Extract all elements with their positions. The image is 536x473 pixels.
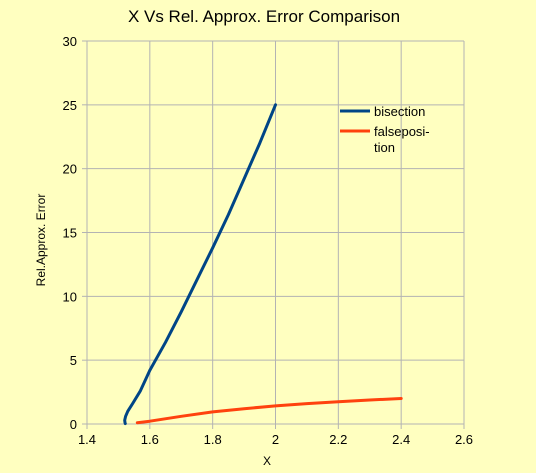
x-tick-label: 1.8 bbox=[204, 432, 222, 447]
y-axis-label: Rel.Approx. Error bbox=[34, 194, 48, 287]
chart-title: X Vs Rel. Approx. Error Comparison bbox=[128, 7, 400, 26]
y-tick-label: 15 bbox=[63, 226, 77, 241]
x-tick-label: 2.4 bbox=[392, 432, 410, 447]
legend-label-falseposition: falseposi-tion bbox=[374, 124, 430, 155]
series-line-bisection bbox=[123, 103, 277, 426]
y-tick-label: 25 bbox=[63, 98, 77, 113]
y-tick-label: 0 bbox=[70, 417, 77, 432]
axes bbox=[82, 40, 465, 429]
tick-labels: 1.4 1.6 1.8 2 2.2 2.4 2.6 0 5 10 15 20 25 30 bbox=[63, 34, 474, 447]
y-tick-label: 5 bbox=[70, 353, 77, 368]
y-tick-label: 20 bbox=[63, 162, 77, 177]
x-tick-label: 2.2 bbox=[329, 432, 347, 447]
x-tick-label: 2.6 bbox=[455, 432, 473, 447]
x-tick-label: 2 bbox=[272, 432, 279, 447]
x-tick-label: 1.6 bbox=[141, 432, 159, 447]
series-lines bbox=[123, 103, 403, 426]
y-tick-label: 30 bbox=[63, 34, 77, 49]
legend-label-bisection: bisection bbox=[374, 104, 425, 119]
legend: bisection falseposi-tion bbox=[340, 104, 430, 155]
x-tick-label: 1.4 bbox=[78, 432, 96, 447]
y-tick-label: 10 bbox=[63, 289, 77, 304]
x-axis-label: X bbox=[263, 454, 271, 468]
series-line-falseposition bbox=[135, 397, 403, 425]
